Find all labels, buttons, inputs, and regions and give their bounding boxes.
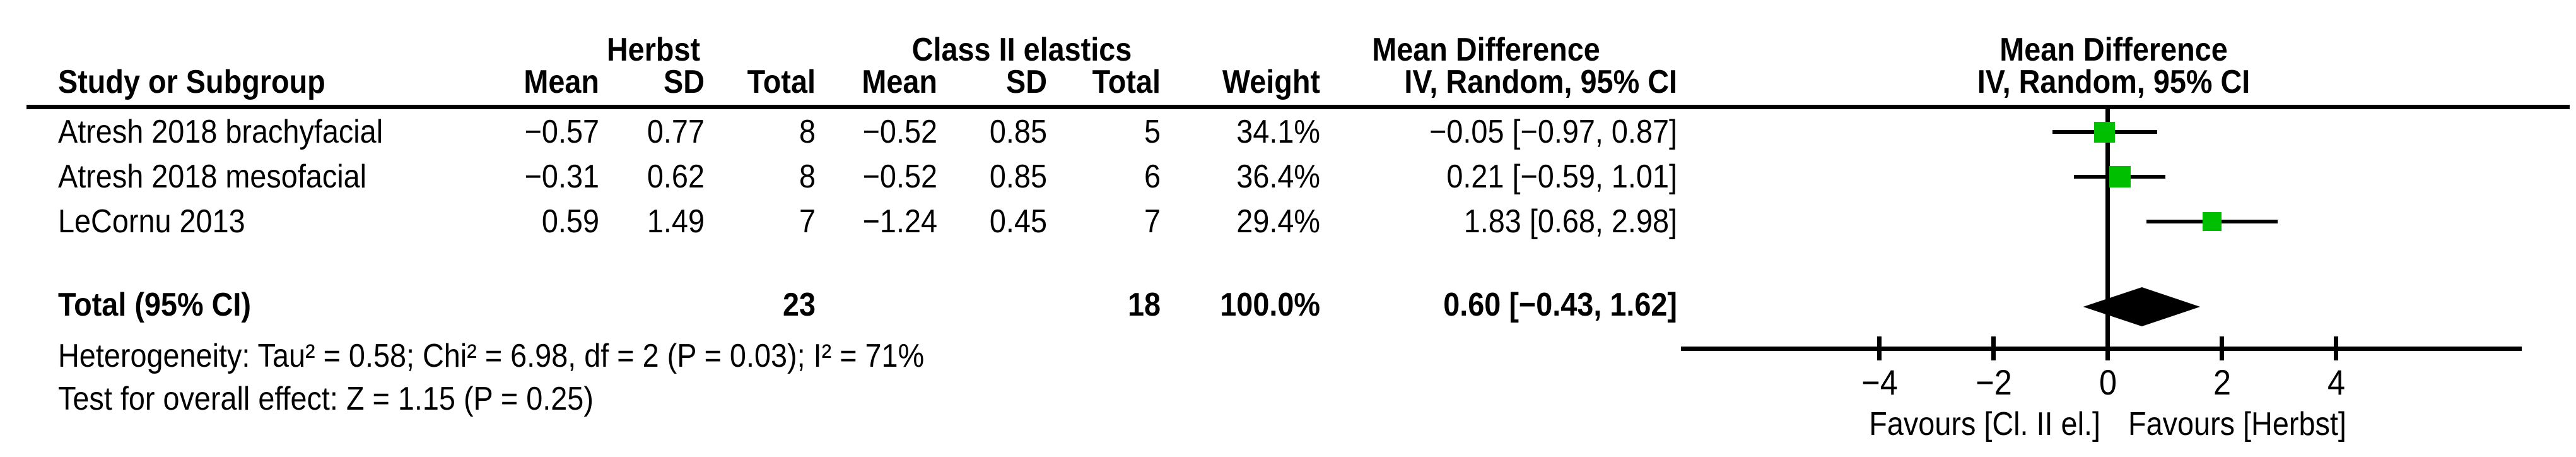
study-point-estimate: [2094, 121, 2116, 143]
col-header-ci: IV, Random, 95% CI: [1404, 64, 1677, 100]
overall-effect-text: Test for overall effect: Z = 1.15 (P = 0…: [58, 381, 594, 417]
total1-value: 8: [799, 158, 816, 195]
sd2-value: 0.85: [989, 114, 1047, 150]
ci-value: −0.05 [−0.97, 0.87]: [1429, 114, 1677, 150]
mean2-value: −0.52: [862, 158, 937, 195]
study-label: Atresh 2018 mesofacial: [58, 158, 367, 195]
axis-tick-label: −2: [1975, 362, 2012, 402]
mean1-value: −0.57: [524, 114, 599, 150]
total-ci-value: 0.60 [−0.43, 1.62]: [1443, 287, 1677, 323]
study-point-estimate: [2203, 212, 2222, 231]
total-label: Total (95% CI): [58, 287, 251, 323]
col-header-sd1: SD: [663, 64, 705, 100]
total1-value: 7: [799, 203, 816, 240]
group-header-control: Class II elastics: [911, 32, 1132, 68]
header-rule: [26, 105, 2570, 109]
axis-tick-label: 2: [2213, 362, 2231, 402]
summary-diamond-shape: [2083, 287, 2201, 326]
axis-tick: [2105, 336, 2110, 360]
study-label: LeCornu 2013: [58, 203, 245, 240]
mean1-value: −0.31: [524, 158, 599, 195]
axis-tick-label: −4: [1861, 362, 1898, 402]
sd1-value: 1.49: [647, 203, 705, 240]
weight-value: 29.4%: [1236, 203, 1320, 240]
mean2-value: −1.24: [862, 203, 937, 240]
col-header-mean2: Mean: [862, 64, 937, 100]
sd2-value: 0.45: [989, 203, 1047, 240]
col-header-total2: Total: [1092, 64, 1161, 100]
ci-value: 1.83 [0.68, 2.98]: [1463, 203, 1677, 240]
col-header-ci-plot: IV, Random, 95% CI: [1977, 64, 2251, 100]
favours-left-label: Favours [Cl. II el.]: [1869, 406, 2100, 442]
total2-value: 5: [1144, 114, 1161, 150]
total2-value: 7: [1144, 203, 1161, 240]
total1-value: 8: [799, 114, 816, 150]
study-label: Atresh 2018 brachyfacial: [58, 114, 383, 150]
total-total1-value: 23: [782, 287, 816, 323]
axis-tick: [2334, 336, 2338, 360]
ci-value: 0.21 [−0.59, 1.01]: [1446, 158, 1677, 195]
axis-tick: [1991, 336, 1996, 360]
col-header-sd2: SD: [1005, 64, 1047, 100]
total-total2-value: 18: [1127, 287, 1161, 323]
heterogeneity-text: Heterogeneity: Tau² = 0.58; Chi² = 6.98,…: [58, 338, 925, 374]
axis-tick-label: 4: [2327, 362, 2345, 402]
col-header-study: Study or Subgroup: [58, 64, 325, 100]
x-axis-line: [1681, 347, 2522, 351]
sd2-value: 0.85: [989, 158, 1047, 195]
axis-tick: [1877, 336, 1882, 360]
weight-value: 36.4%: [1236, 158, 1320, 195]
mean2-value: −0.52: [862, 114, 937, 150]
group-header-experimental: Herbst: [606, 32, 701, 68]
mean1-value: 0.59: [541, 203, 599, 240]
favours-right-label: Favours [Herbst]: [2128, 406, 2346, 442]
axis-tick-label: 0: [2099, 362, 2117, 402]
study-point-estimate: [2109, 166, 2131, 187]
effect-header-plot: Mean Difference: [1999, 32, 2228, 68]
col-header-weight: Weight: [1222, 64, 1320, 100]
effect-header-text: Mean Difference: [1372, 32, 1600, 68]
zero-effect-line: [2105, 109, 2110, 349]
weight-value: 34.1%: [1236, 114, 1320, 150]
total2-value: 6: [1144, 158, 1161, 195]
col-header-mean1: Mean: [524, 64, 599, 100]
sd1-value: 0.62: [647, 158, 705, 195]
axis-tick: [2220, 336, 2224, 360]
sd1-value: 0.77: [647, 114, 705, 150]
col-header-total1: Total: [747, 64, 816, 100]
total-weight-value: 100.0%: [1220, 287, 1320, 323]
